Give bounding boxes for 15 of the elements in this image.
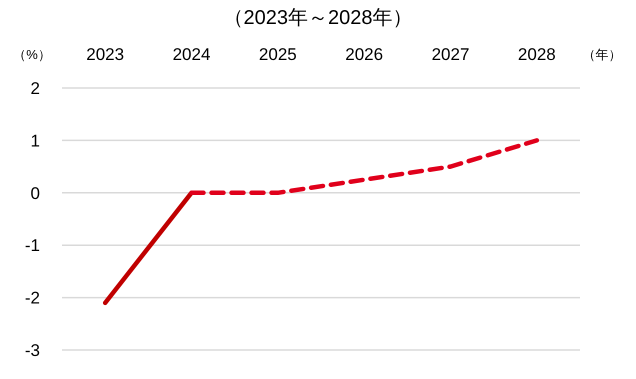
title: （2023年～2028年）: [224, 7, 412, 29]
ylabel: （%）: [13, 47, 51, 62]
ytick: 0: [30, 184, 40, 203]
xtick: 2027: [432, 45, 470, 64]
ytick: 1: [30, 131, 40, 150]
xtick: 2025: [258, 45, 297, 64]
ytick: -3: [24, 341, 40, 360]
xtick: 2028: [518, 45, 556, 64]
xtick: 2023: [86, 45, 124, 64]
ytick: -2: [24, 288, 40, 308]
ytick: 2: [30, 79, 40, 98]
xtick: 2026: [345, 45, 384, 64]
ytick: -1: [24, 236, 40, 256]
xtick: 2024: [172, 45, 210, 64]
xlabel: （年）: [582, 47, 622, 62]
